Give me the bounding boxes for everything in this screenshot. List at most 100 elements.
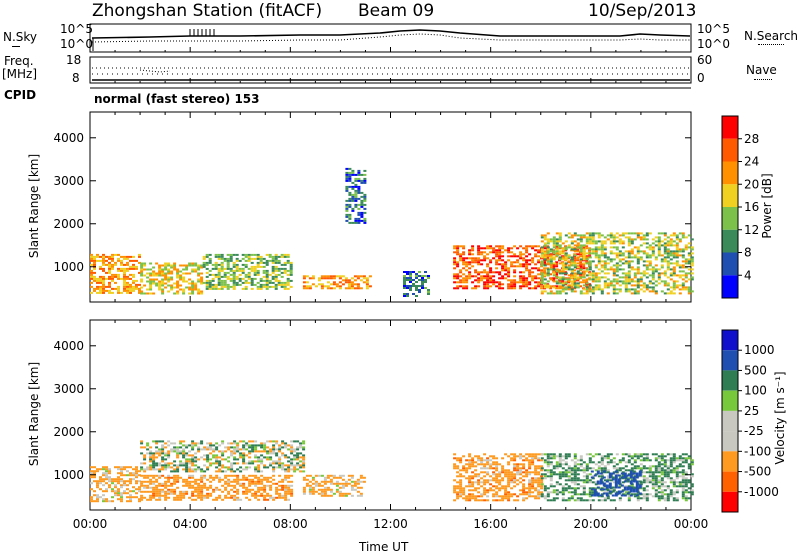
data-cell bbox=[585, 262, 589, 265]
data-cell bbox=[226, 267, 230, 270]
data-cell bbox=[208, 281, 212, 284]
data-cell bbox=[642, 477, 646, 480]
data-cell bbox=[654, 258, 658, 261]
data-cell bbox=[208, 269, 212, 272]
data-cell bbox=[347, 492, 351, 495]
data-cell bbox=[194, 288, 198, 291]
data-cell bbox=[534, 287, 538, 290]
data-cell bbox=[525, 267, 529, 270]
data-cell bbox=[597, 288, 601, 291]
data-cell bbox=[507, 279, 511, 282]
data-cell bbox=[540, 240, 544, 243]
data-cell bbox=[236, 490, 240, 493]
data-cell bbox=[612, 274, 616, 277]
data-cell bbox=[531, 457, 535, 460]
data-cell bbox=[573, 282, 577, 285]
data-cell bbox=[229, 255, 233, 258]
data-cell bbox=[675, 262, 679, 265]
data-cell bbox=[543, 244, 547, 247]
data-cell bbox=[546, 270, 550, 273]
data-cell bbox=[241, 267, 245, 270]
data-cell bbox=[453, 247, 457, 250]
data-cell bbox=[143, 274, 147, 277]
data-cell bbox=[96, 482, 99, 485]
data-cell bbox=[576, 493, 580, 496]
data-cell bbox=[363, 181, 367, 184]
data-cell bbox=[528, 483, 532, 486]
data-cell bbox=[152, 464, 156, 467]
data-cell bbox=[678, 481, 682, 484]
data-cell bbox=[561, 463, 565, 466]
data-cell bbox=[412, 279, 415, 281]
data-cell bbox=[311, 490, 315, 493]
data-cell bbox=[681, 477, 685, 480]
data-cell bbox=[471, 459, 475, 462]
data-cell bbox=[620, 484, 624, 487]
data-cell bbox=[576, 262, 580, 265]
data-cell bbox=[477, 249, 481, 252]
data-cell bbox=[254, 466, 258, 469]
data-cell bbox=[233, 486, 237, 489]
data-cell bbox=[606, 272, 610, 275]
data-cell bbox=[492, 283, 496, 286]
data-cell bbox=[129, 472, 132, 475]
data-cell bbox=[114, 478, 117, 481]
data-cell bbox=[287, 476, 291, 479]
data-cell bbox=[132, 490, 135, 493]
data-cell bbox=[507, 249, 511, 252]
data-cell bbox=[278, 474, 282, 477]
data-cell bbox=[173, 492, 177, 495]
data-cell bbox=[483, 459, 487, 462]
data-cell bbox=[603, 491, 607, 494]
data-cell bbox=[170, 484, 174, 487]
data-cell bbox=[534, 455, 538, 458]
data-cell bbox=[489, 281, 493, 284]
data-cell bbox=[351, 221, 355, 224]
data-cell bbox=[690, 238, 694, 241]
data-cell bbox=[486, 479, 490, 482]
data-cell bbox=[152, 274, 156, 277]
data-cell bbox=[573, 248, 577, 251]
data-cell bbox=[203, 446, 207, 449]
data-cell bbox=[132, 468, 135, 471]
data-cell bbox=[200, 484, 204, 487]
data-cell bbox=[684, 461, 688, 464]
data-cell bbox=[138, 470, 141, 473]
data-cell bbox=[528, 495, 532, 498]
data-cell bbox=[642, 236, 646, 239]
data-cell bbox=[609, 459, 613, 462]
data-cell bbox=[483, 467, 487, 470]
data-cell bbox=[684, 477, 688, 480]
data-cell bbox=[597, 278, 601, 281]
data-cell bbox=[221, 442, 225, 445]
data-cell bbox=[90, 482, 93, 485]
data-cell bbox=[197, 488, 201, 491]
data-cell bbox=[254, 440, 258, 443]
data-cell bbox=[161, 440, 165, 443]
data-cell bbox=[495, 491, 499, 494]
data-cell bbox=[197, 274, 201, 277]
data-cell bbox=[492, 473, 496, 476]
data-cell bbox=[513, 265, 517, 268]
data-cell bbox=[486, 257, 490, 260]
data-cell bbox=[351, 195, 355, 198]
data-cell bbox=[618, 264, 622, 267]
data-cell bbox=[495, 493, 499, 496]
data-cell bbox=[666, 242, 670, 245]
data-cell bbox=[555, 467, 559, 470]
data-cell bbox=[684, 479, 688, 482]
data-cell bbox=[224, 458, 228, 461]
data-cell bbox=[663, 499, 667, 502]
data-cell bbox=[687, 290, 691, 293]
data-cell bbox=[326, 287, 330, 290]
data-cell bbox=[501, 269, 505, 272]
data-cell bbox=[585, 245, 589, 248]
data-cell bbox=[552, 491, 556, 494]
data-cell bbox=[564, 282, 568, 285]
data-cell bbox=[289, 273, 293, 276]
data-cell bbox=[226, 287, 230, 290]
data-cell bbox=[651, 485, 655, 488]
data-cell bbox=[570, 495, 574, 498]
data-cell bbox=[543, 263, 547, 266]
data-cell bbox=[603, 455, 607, 458]
